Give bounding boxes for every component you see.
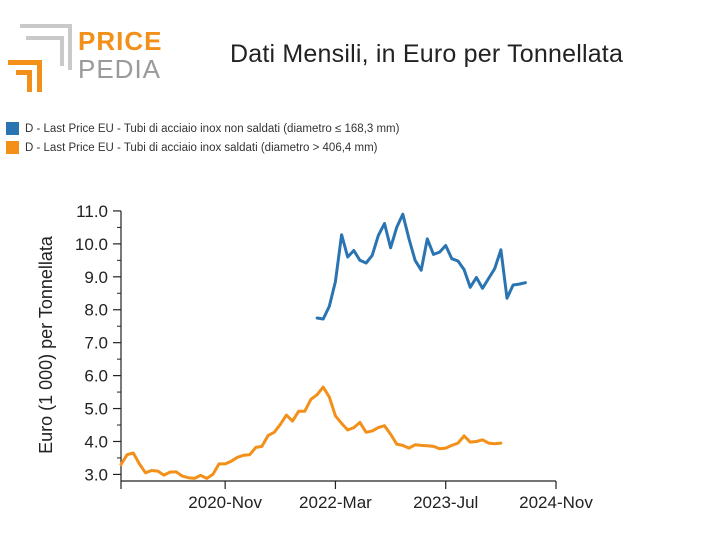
- y-tick-label: 3.0: [84, 465, 108, 484]
- x-tick-label: 2020-Nov: [188, 493, 262, 512]
- series-line-welded: [119, 385, 503, 480]
- chart-title: Dati Mensili, in Euro per Tonnellata: [230, 40, 624, 68]
- legend-swatch-welded: [6, 141, 19, 154]
- y-tick-label: 4.0: [84, 432, 108, 451]
- y-tick-label: 8.0: [84, 301, 108, 320]
- legend-label-welded: D - Last Price EU - Tubi di acciaio inox…: [25, 141, 378, 154]
- y-tick-label: 7.0: [84, 334, 108, 353]
- x-tick-label: 2023-Jul: [413, 493, 478, 512]
- x-tick-label: 2022-Mar: [299, 493, 372, 512]
- series-line-seamless: [315, 212, 527, 321]
- series-lines: [119, 212, 527, 480]
- y-tick-label: 9.0: [84, 268, 108, 287]
- y-tick-label: 11.0: [76, 202, 108, 221]
- logo-mark-icon: [8, 24, 72, 92]
- y-tick-label: 5.0: [84, 400, 108, 419]
- y-axis: 3.0 4.0 5.0 6.0 7.0 8.0 9.0 10.0 11.0: [75, 202, 122, 484]
- y-axis-title: Euro (1 000) per Tonnellata: [36, 235, 56, 454]
- legend-item-welded: D - Last Price EU - Tubi di acciaio inox…: [6, 138, 399, 157]
- legend-item-seamless: D - Last Price EU - Tubi di acciaio inox…: [6, 119, 399, 138]
- logo-word-pedia: PEDIA: [78, 54, 161, 84]
- chart-legend: D - Last Price EU - Tubi di acciaio inox…: [6, 119, 399, 157]
- pricepedia-logo: PRICE PEDIA: [8, 24, 162, 92]
- legend-swatch-seamless: [6, 122, 19, 135]
- x-axis: 2020-Nov 2022-Mar 2023-Jul 2024-Nov: [120, 480, 593, 512]
- y-tick-label: 6.0: [84, 367, 108, 386]
- logo-word-price: PRICE: [78, 26, 162, 56]
- legend-label-seamless: D - Last Price EU - Tubi di acciaio inox…: [25, 122, 400, 135]
- y-tick-label: 10.0: [75, 235, 108, 254]
- x-tick-label: 2024-Nov: [519, 493, 593, 512]
